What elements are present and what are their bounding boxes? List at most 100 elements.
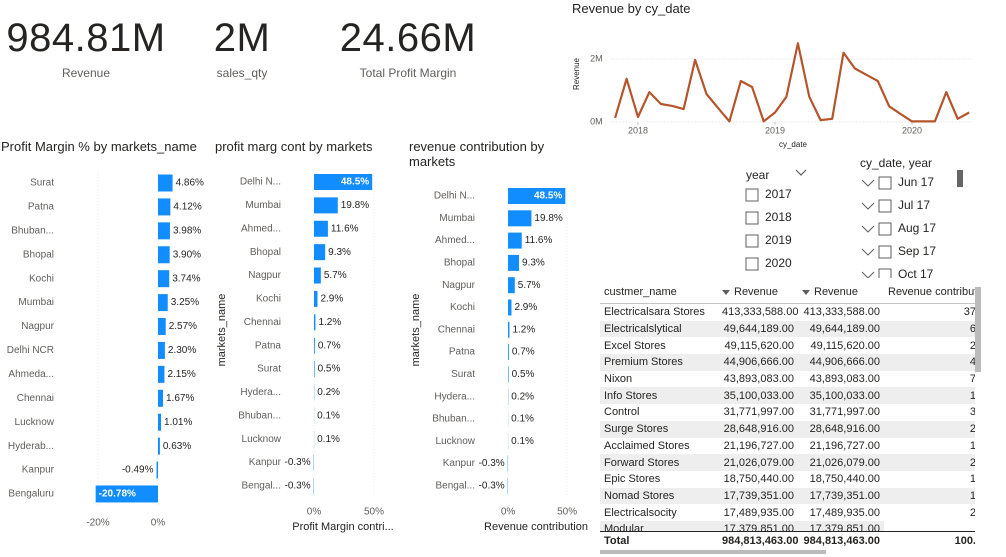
- scrollbar[interactable]: [975, 287, 981, 372]
- y-tick-label: Hydera...: [240, 387, 281, 398]
- table-cell: 1: [884, 487, 975, 505]
- column-header: Revenue contributi: [884, 281, 975, 304]
- bar: [508, 210, 532, 227]
- y-tick-label: Chennai: [438, 324, 475, 335]
- scrollbar[interactable]: [600, 549, 826, 554]
- column-header: custmer_name: [600, 281, 718, 304]
- data-label: 0.5%: [512, 369, 535, 380]
- checkbox[interactable]: [745, 211, 759, 225]
- y-tick-label: Hydera...: [434, 391, 475, 402]
- y-axis-title: markets_name: [216, 294, 228, 367]
- y-tick-label: Surat: [451, 369, 475, 380]
- expand-icon[interactable]: [861, 179, 875, 187]
- total-cell: Total: [600, 532, 718, 550]
- table-row: Nomad Stores 17,739,351.00 17,739,351.00 1: [600, 487, 975, 505]
- y-tick-label: Patna: [255, 340, 282, 351]
- table-cell: 6: [884, 320, 975, 338]
- table-row: Electricalsocity 17,489,935.00 17,489,935.…: [600, 504, 975, 521]
- bar: [508, 344, 509, 361]
- slicer-item: 2019: [765, 233, 792, 247]
- table-cell: 2: [884, 420, 975, 438]
- checkbox[interactable]: [878, 176, 892, 190]
- y-tick-label: Lucknow: [242, 434, 282, 445]
- total-cell: 984,813,463.00: [718, 532, 798, 550]
- checkbox[interactable]: [745, 234, 759, 248]
- data-label: 9.3%: [522, 258, 545, 269]
- expand-icon[interactable]: [861, 202, 875, 210]
- data-label: 9.3%: [328, 247, 351, 258]
- data-label: 3.74%: [172, 273, 200, 284]
- x-tick-label: 2018: [628, 125, 648, 135]
- data-label: 5.7%: [324, 270, 347, 281]
- table-row: Forward Stores 21,026,079.00 21,026,079.00…: [600, 454, 975, 471]
- table-cell: Nomad Stores: [600, 487, 718, 505]
- table-cell: 2: [969, 339, 975, 352]
- checkbox[interactable]: [878, 222, 892, 236]
- y-axis-title: Revenue: [572, 57, 581, 90]
- data-label: 0.1%: [511, 414, 534, 425]
- data-label: 11.6%: [331, 223, 359, 234]
- expand-icon[interactable]: [861, 225, 875, 233]
- checkbox[interactable]: [878, 245, 892, 259]
- bar: [508, 299, 512, 316]
- table-row: Premium Stores 44,906,666.00 44,906,666.00…: [600, 354, 975, 371]
- table-cell: 4: [884, 354, 975, 371]
- expand-icon[interactable]: [861, 248, 875, 256]
- data-label: -0.3%: [479, 458, 505, 469]
- data-label: 2.9%: [514, 302, 537, 313]
- data-label: 19.8%: [534, 213, 562, 224]
- data-label: 2.57%: [169, 321, 197, 332]
- checkbox[interactable]: [878, 268, 892, 281]
- scrollbar[interactable]: [957, 170, 963, 187]
- dropdown-icon[interactable]: [795, 169, 807, 176]
- table-cell: Surge Stores: [600, 420, 718, 438]
- table-cell: Electricalsocity: [604, 506, 677, 519]
- y-tick-label: 0M: [590, 116, 603, 126]
- x-tick-label: 50%: [364, 507, 384, 518]
- table-cell: 35,100,033.00: [718, 387, 798, 405]
- chart-title: revenue contribution by markets: [409, 139, 545, 169]
- bar: [156, 461, 158, 479]
- y-tick-label: Delhi NCR: [7, 345, 54, 356]
- data-label: 19.8%: [341, 200, 369, 211]
- table-cell: 21,196,727.00: [809, 439, 880, 452]
- y-tick-label: Nagpur: [21, 321, 54, 332]
- data-label: 4.86%: [176, 178, 204, 189]
- table-cell: 413,333,588.00: [803, 306, 880, 319]
- data-label: 48.5%: [534, 191, 562, 202]
- table-cell: Excel Stores: [604, 339, 666, 352]
- expand-icon[interactable]: [861, 271, 875, 278]
- checkbox[interactable]: [878, 199, 892, 213]
- bar: [508, 366, 509, 383]
- data-label: 2.30%: [168, 345, 196, 356]
- table-cell: 21,026,079.00: [798, 454, 884, 471]
- data-label: 1.01%: [164, 417, 192, 428]
- table-cell: 1: [969, 473, 975, 486]
- table-cell: 2: [969, 506, 975, 519]
- checkbox[interactable]: [745, 188, 759, 202]
- sort-icon[interactable]: [802, 289, 810, 295]
- sort-icon[interactable]: [722, 289, 730, 295]
- x-tick-label: 0%: [501, 507, 516, 518]
- bar: [508, 321, 510, 338]
- data-label: 0.5%: [318, 364, 341, 375]
- y-tick-label: 2M: [590, 53, 603, 63]
- checkbox[interactable]: [745, 257, 759, 271]
- column-header: Revenue: [798, 281, 884, 304]
- table-cell: Info Stores: [600, 387, 718, 405]
- table-cell: 3: [969, 406, 975, 419]
- table-cell: Forward Stores: [600, 454, 718, 471]
- column-header: Revenue: [718, 281, 798, 304]
- table-cell: Acclaimed Stores: [604, 439, 690, 452]
- y-tick-label: Mumbai: [18, 297, 54, 308]
- y-tick-label: Nagpur: [442, 280, 475, 291]
- table-cell: 43,893,083.00: [809, 373, 880, 386]
- y-tick-label: Kanpur: [443, 458, 476, 469]
- bar: [158, 437, 160, 455]
- y-axis-title: markets_name: [410, 294, 422, 367]
- slicer-item: Jun 17: [898, 175, 934, 189]
- bar: [158, 318, 166, 336]
- y-tick-label: Patna: [449, 347, 476, 358]
- table-cell: 2: [884, 454, 975, 471]
- card-label: Revenue: [61, 66, 111, 80]
